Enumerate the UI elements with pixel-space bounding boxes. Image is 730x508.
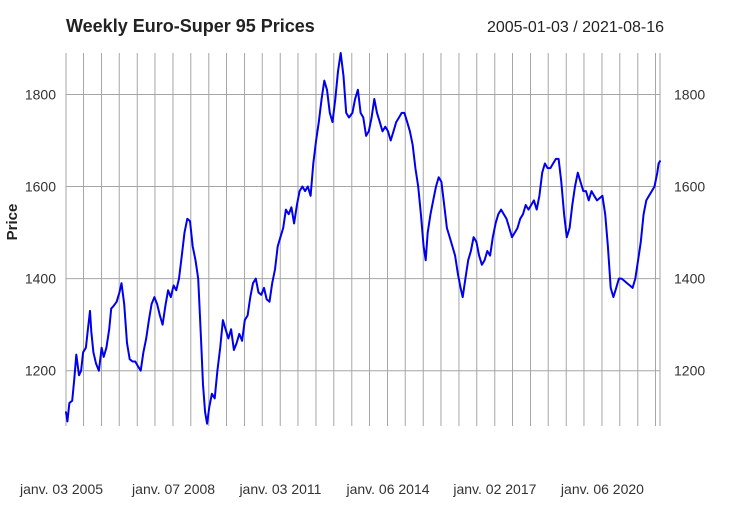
y-tick-label: 1200 xyxy=(674,363,705,379)
y-tick-label: 1400 xyxy=(674,271,705,287)
date-range-label: 2005-01-03 / 2021-08-16 xyxy=(487,19,664,36)
x-tick-label: janv. 07 2008 xyxy=(131,481,215,497)
x-tick-label: janv. 02 2017 xyxy=(452,481,536,497)
right-y-axis-ticks: 1200 1400 1600 1800 xyxy=(674,86,705,378)
series-group xyxy=(65,52,661,425)
x-tick-label: janv. 03 2005 xyxy=(19,481,103,497)
y-tick-label: 1400 xyxy=(25,271,56,287)
y-tick-label: 1600 xyxy=(25,179,56,195)
y-tick-label: 1800 xyxy=(25,86,56,102)
left-y-axis-ticks: 1200 1400 1600 1800 xyxy=(25,86,56,378)
y-axis-label: Price xyxy=(4,204,21,241)
chart-title: Weekly Euro-Super 95 Prices xyxy=(66,16,315,36)
x-tick-label: janv. 06 2020 xyxy=(560,481,644,497)
price-series-line xyxy=(65,52,661,425)
y-tick-label: 1200 xyxy=(25,363,56,379)
vertical-gridlines xyxy=(65,53,661,426)
y-tick-label: 1800 xyxy=(674,86,705,102)
y-tick-label: 1600 xyxy=(674,179,705,195)
x-tick-label: janv. 06 2014 xyxy=(345,481,429,497)
x-tick-label: janv. 03 2011 xyxy=(238,481,321,497)
x-axis-ticks: janv. 03 2005 janv. 07 2008 janv. 03 2011 j… xyxy=(19,481,644,497)
